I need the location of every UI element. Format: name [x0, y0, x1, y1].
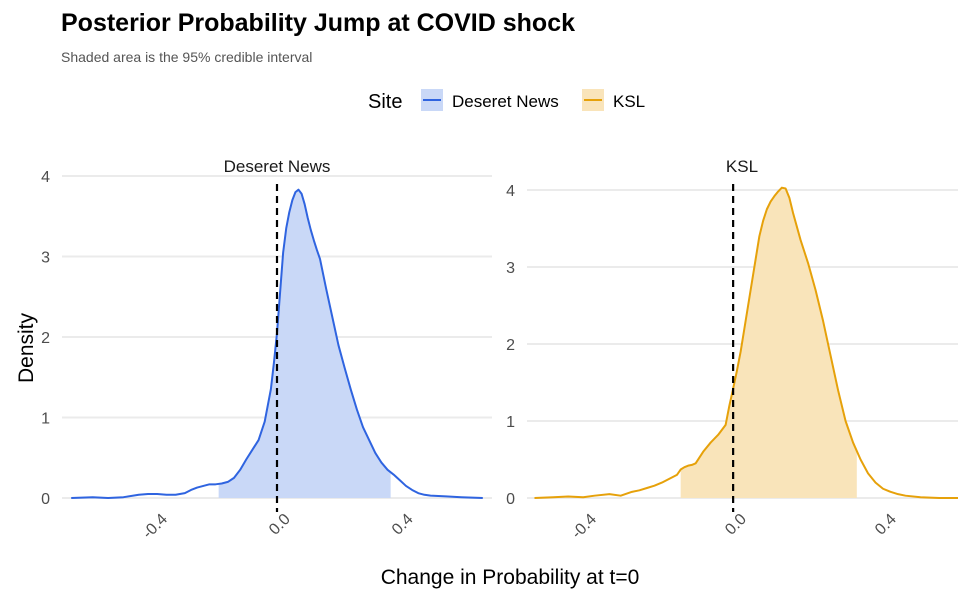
y-tick-label: 3 — [506, 260, 515, 277]
y-tick-label: 4 — [41, 169, 50, 186]
panel-ksl: KSL 0 1 2 3 4 -0.4 0.0 0.4 — [506, 157, 958, 542]
credible-interval-area-deseret-news — [218, 189, 391, 498]
x-tick-label: -0.4 — [569, 511, 601, 543]
y-tick-label: 1 — [506, 414, 515, 431]
y-tick-label: 1 — [41, 411, 50, 428]
legend-key-deseret-news — [421, 89, 443, 111]
strip-label-deseret-news: Deseret News — [224, 157, 331, 176]
chart-title: Posterior Probability Jump at COVID shoc… — [61, 9, 575, 37]
x-tick-label: 0.0 — [722, 511, 750, 539]
y-tick-label: 2 — [506, 337, 515, 354]
credible-interval-area-ksl — [680, 187, 857, 498]
legend-label-deseret-news: Deseret News — [452, 92, 559, 111]
strip-label-ksl: KSL — [726, 157, 758, 176]
x-tick-label: -0.4 — [139, 511, 171, 543]
x-tick-label: 0.4 — [389, 511, 417, 539]
legend: Site Deseret News KSL — [368, 89, 645, 113]
x-axis-title: Change in Probability at t=0 — [381, 566, 640, 589]
legend-key-ksl — [582, 89, 604, 111]
density-line-ksl — [534, 186, 958, 499]
y-tick-label: 0 — [506, 491, 515, 508]
x-tick-label: 0.0 — [266, 511, 294, 539]
chart-subtitle: Shaded area is the 95% credible interval — [61, 49, 312, 65]
y-tick-label: 2 — [41, 330, 50, 347]
y-tick-label: 4 — [506, 183, 515, 200]
legend-title: Site — [368, 91, 402, 113]
panel-deseret-news: Deseret News 0 1 2 3 4 -0.4 0.0 0.4 — [41, 157, 492, 542]
y-axis-title: Density — [15, 312, 38, 383]
y-tick-label: 0 — [41, 491, 50, 508]
y-tick-label: 3 — [41, 250, 50, 267]
legend-label-ksl: KSL — [613, 92, 645, 111]
density-line-deseret-news — [71, 188, 483, 499]
x-tick-label: 0.4 — [872, 511, 900, 539]
